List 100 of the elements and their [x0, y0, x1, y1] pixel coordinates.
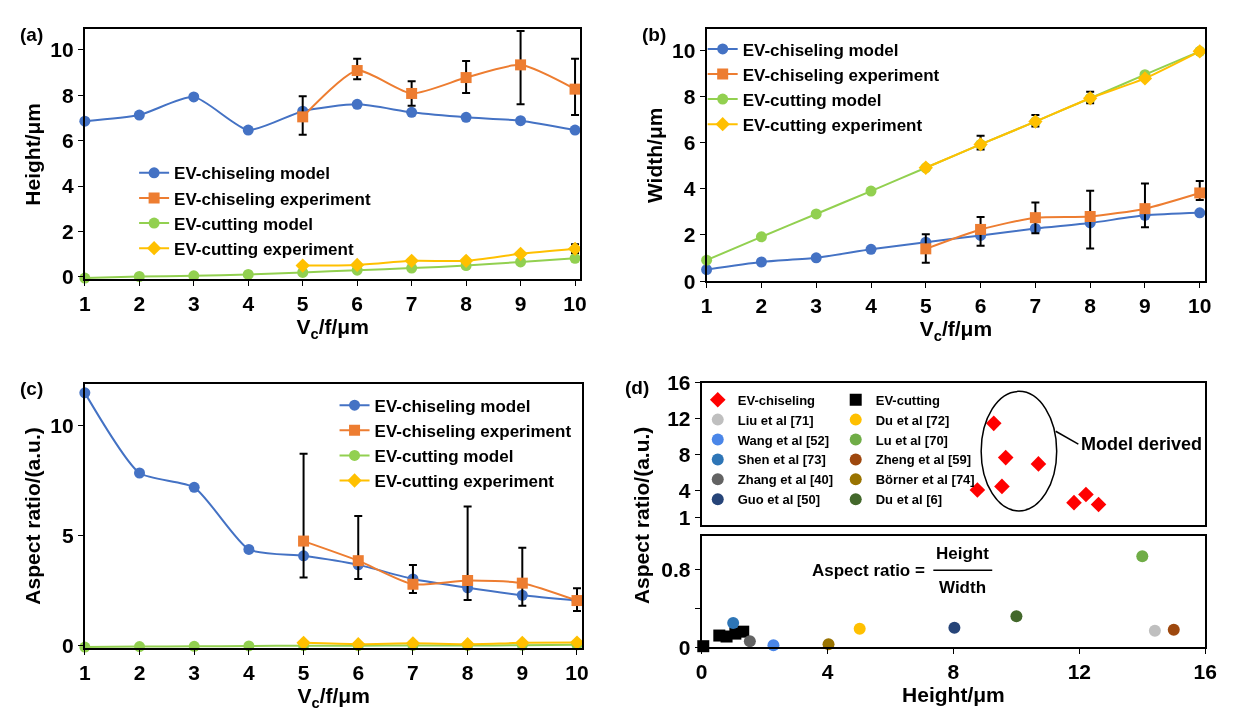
point: [1167, 623, 1180, 636]
y-tick-label: 0: [61, 265, 74, 289]
y-tick-label: 2: [683, 223, 696, 247]
point: [460, 111, 472, 123]
y-tick-label: 10: [50, 414, 74, 437]
annotation: Width: [939, 578, 987, 597]
legend-label: EV-chiseling: [737, 392, 816, 408]
x-tick-label: 2: [133, 292, 146, 316]
point: [407, 578, 419, 590]
legend-label: EV-cutting: [875, 392, 941, 408]
point: [920, 243, 932, 255]
x-tick-label: 10: [1188, 294, 1212, 318]
point: [810, 252, 822, 264]
annotation: Model derived: [1081, 434, 1203, 454]
legend-label: EV-cutting model: [174, 214, 313, 234]
x-tick-label: 8: [1084, 294, 1097, 318]
point: [997, 449, 1014, 466]
legend-label: EV-cutting model: [742, 90, 882, 110]
x-tick-label: 16: [1193, 660, 1217, 684]
legend-label: Liu et al [71]: [737, 412, 814, 428]
y-axis-title: Width/μm: [642, 107, 666, 204]
point: [755, 256, 767, 268]
x-tick-label: 6: [351, 292, 364, 316]
x-tick-label: 4: [242, 292, 255, 316]
legend-label: Zhang et al [40]: [737, 472, 834, 488]
x-axis-title: V$_{c}$/f/μm: [297, 684, 370, 711]
point: [351, 98, 363, 110]
x-tick-label: 2: [133, 661, 146, 685]
point: [350, 257, 365, 273]
point: [569, 124, 581, 136]
y-tick-label: 10: [672, 38, 696, 62]
legend-label: Wang et al [52]: [737, 432, 830, 448]
x-tick-label: 4: [243, 661, 256, 685]
x-tick-label: 4: [821, 660, 834, 684]
text: (d): [625, 377, 650, 398]
legend-label: EV-chiseling model: [374, 396, 531, 416]
y-tick-label: 4: [683, 177, 696, 201]
x-tick-label: 10: [565, 661, 589, 685]
x-tick-label: 9: [1139, 294, 1151, 318]
x-tick-label: 1: [700, 294, 713, 318]
point: [515, 59, 527, 71]
y-tick-label: 0: [678, 635, 691, 659]
point: [1136, 550, 1149, 563]
annotation: Height: [936, 544, 990, 563]
point: [1194, 187, 1206, 199]
x-tick-label: 9: [514, 292, 527, 316]
point: [460, 72, 472, 84]
point: [352, 555, 364, 567]
text: (b): [642, 24, 667, 45]
y-tick-label: 4: [61, 174, 74, 198]
point: [1137, 71, 1153, 86]
point: [1148, 624, 1161, 637]
legend-label: EV-cutting experiment: [742, 115, 923, 135]
x-tick-label: 12: [1067, 660, 1092, 684]
x-tick-label: 3: [810, 294, 823, 318]
y-tick-label: 8: [61, 83, 74, 107]
point: [737, 625, 750, 638]
point: [188, 91, 200, 103]
point: [743, 635, 756, 648]
x-tick-label: 10: [563, 292, 587, 316]
point: [462, 575, 474, 586]
x-tick-label: 7: [1029, 294, 1042, 318]
y-tick-label: 8: [678, 443, 691, 467]
point: [296, 635, 311, 650]
point: [295, 258, 310, 273]
point: [1090, 496, 1107, 513]
point: [1139, 203, 1151, 215]
y-tick-label: 2: [61, 219, 74, 243]
point: [865, 185, 877, 197]
legend-label: EV-chiseling model: [174, 164, 330, 184]
x-tick-label: 7: [407, 661, 419, 685]
legend-label: Lu et al [70]: [875, 432, 948, 448]
point: [994, 478, 1010, 495]
point: [406, 87, 418, 99]
point: [1010, 610, 1023, 623]
y-tick-label: 0.8: [661, 558, 691, 582]
point: [188, 481, 200, 493]
x-tick-label: 3: [188, 661, 201, 685]
x-tick-label: 8: [947, 660, 960, 684]
annotation: Aspect ratio =: [812, 561, 925, 580]
x-tick-label: 8: [460, 292, 473, 316]
x-tick-label: 1: [78, 661, 91, 685]
legend-label: EV-chiseling experiment: [374, 421, 572, 441]
legend-label: Du et al [72]: [875, 412, 950, 428]
point: [134, 467, 146, 479]
point: [1029, 212, 1041, 224]
point: [404, 253, 419, 268]
point: [755, 231, 767, 243]
x-tick-label: 4: [865, 294, 878, 318]
point: [985, 415, 1002, 432]
point: [865, 243, 877, 255]
y-tick-label: 6: [683, 130, 696, 154]
x-axis-title: Height/μm: [902, 683, 1005, 707]
y-axis-title: Height/μm: [20, 102, 44, 206]
point: [458, 253, 474, 268]
point: [513, 246, 528, 261]
y-tick-label: 5: [61, 524, 74, 548]
point: [243, 543, 255, 555]
y-tick-label: 16: [667, 371, 691, 395]
x-tick-label: 5: [296, 292, 309, 316]
